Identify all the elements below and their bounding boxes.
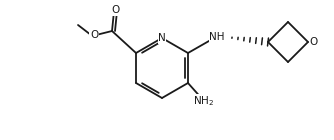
- Text: O: O: [90, 30, 98, 40]
- Text: NH$_2$: NH$_2$: [193, 94, 214, 108]
- Text: O: O: [310, 37, 318, 47]
- Text: O: O: [111, 5, 119, 15]
- Text: N: N: [158, 33, 166, 43]
- Text: NH: NH: [209, 32, 225, 42]
